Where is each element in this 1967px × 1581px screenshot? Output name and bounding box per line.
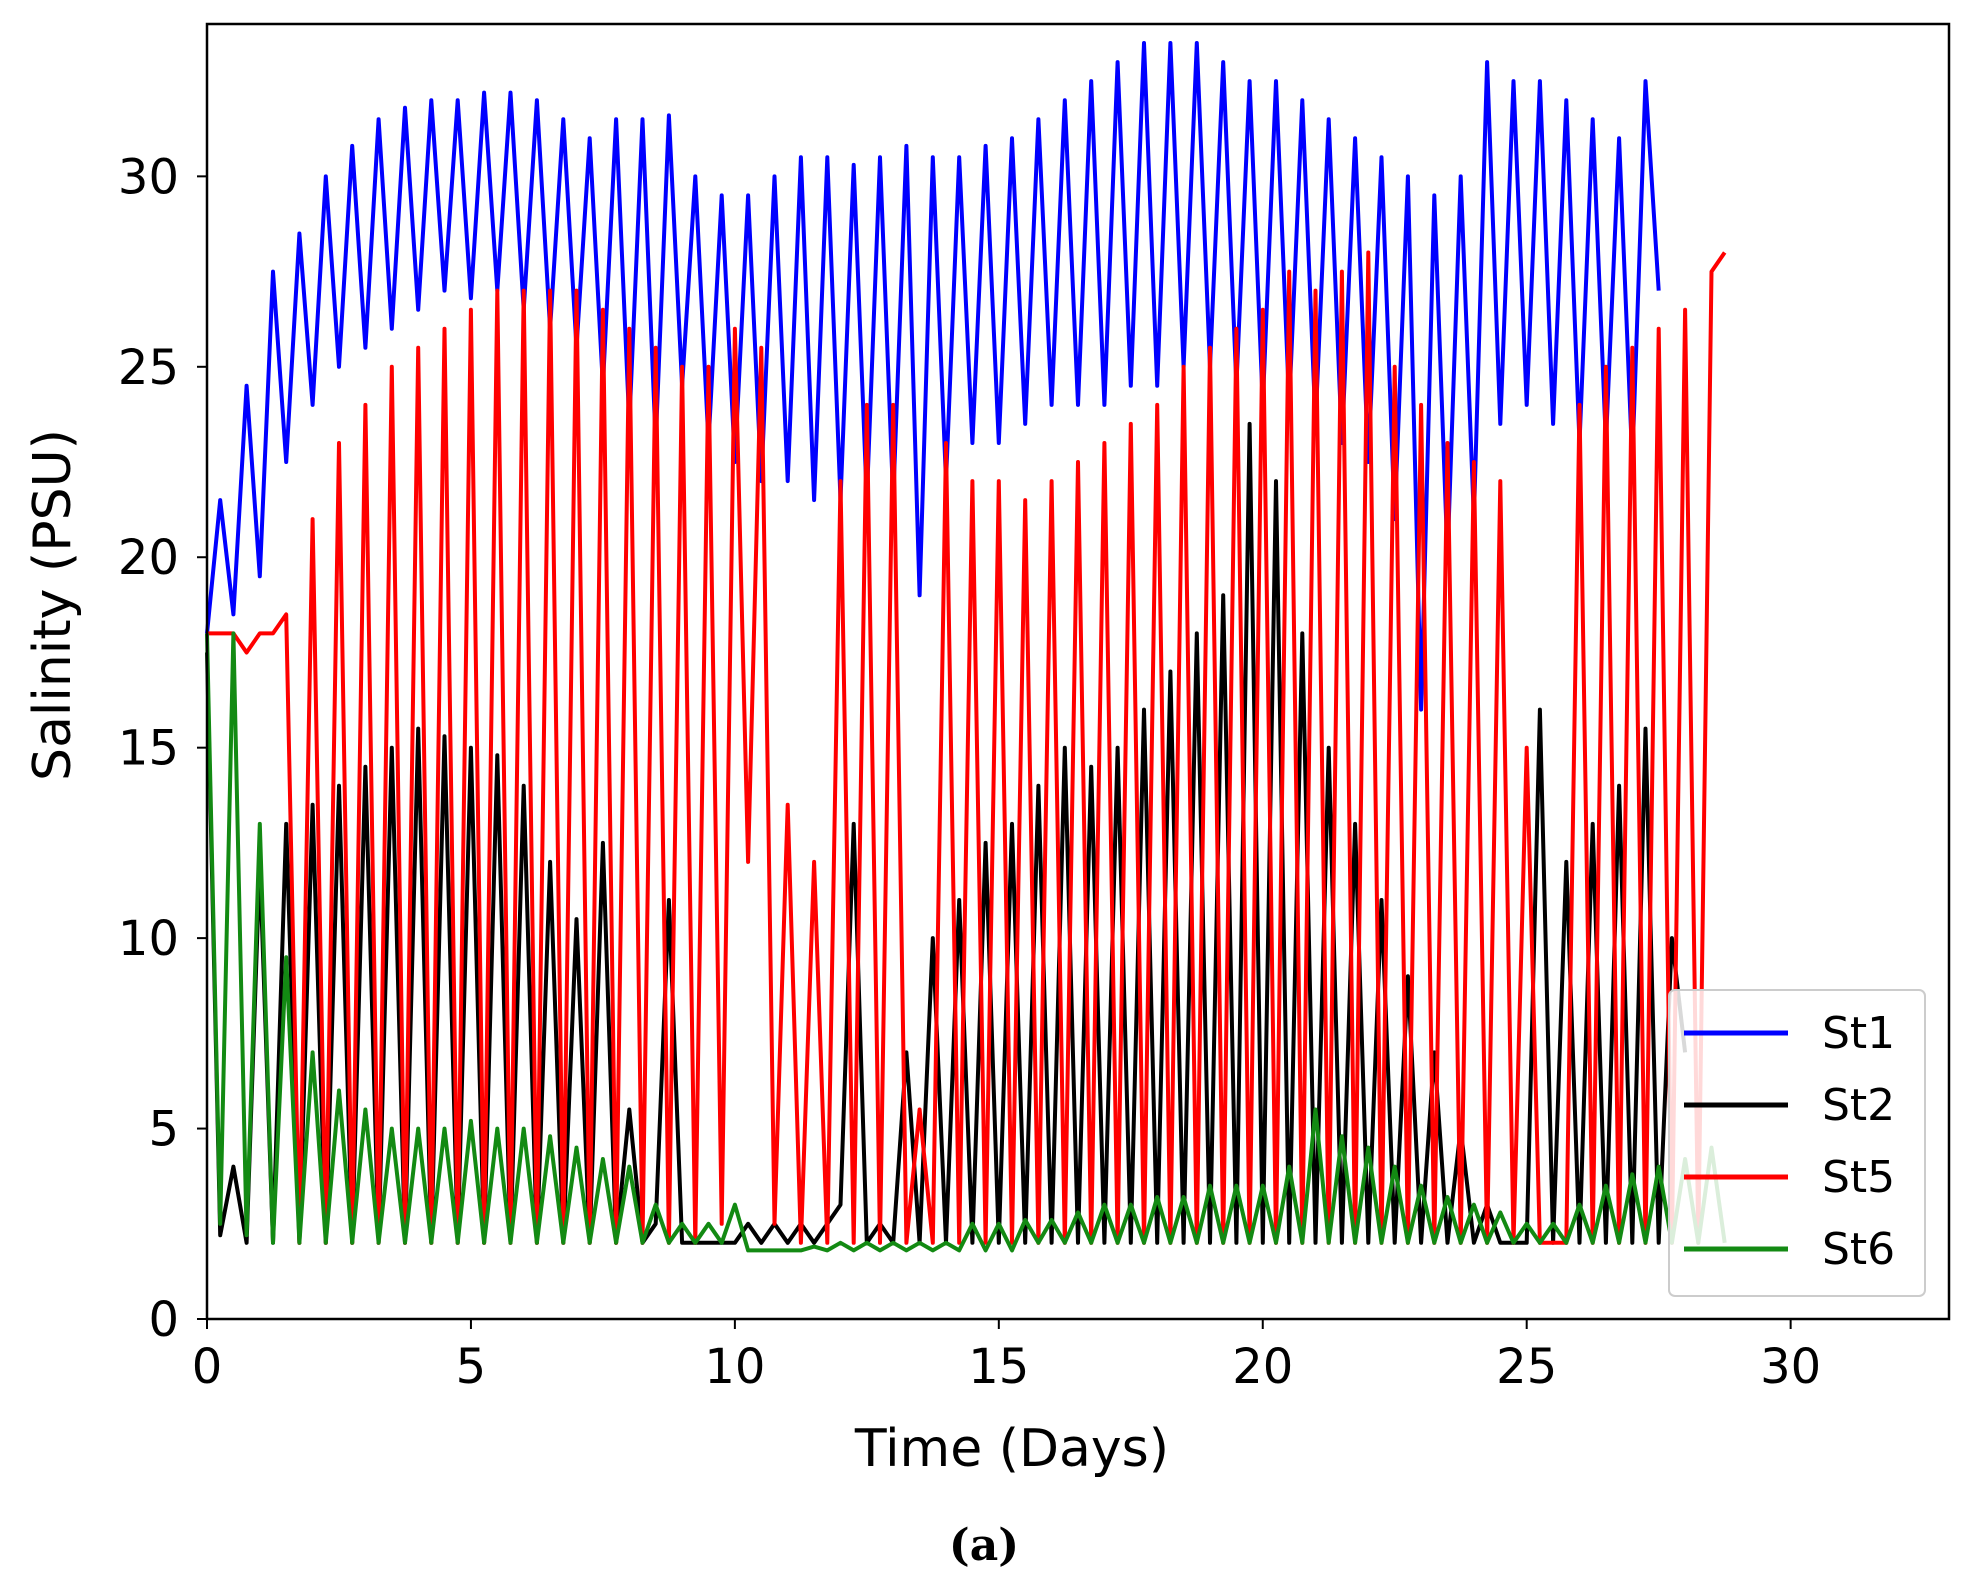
y-tick-label: 20 (118, 530, 179, 586)
y-tick-label: 30 (118, 149, 179, 205)
legend[interactable]: St1 St2 St5 St6 (1668, 989, 1926, 1297)
y-tick-label: 10 (118, 911, 179, 967)
legend-box (1668, 989, 1926, 1297)
series-line-st1 (205, 41, 1661, 712)
legend-label-st2: St2 (1822, 1080, 1895, 1131)
y-tick-label: 15 (118, 721, 179, 777)
x-tick-label: 5 (456, 1339, 487, 1395)
y-tick-label: 25 (118, 340, 179, 396)
x-tick-label: 15 (968, 1339, 1029, 1395)
x-axis-title: Time (Days) (854, 1419, 1169, 1479)
y-axis-title: Salinity (PSU) (23, 429, 83, 781)
x-tick-label: 0 (192, 1339, 223, 1395)
legend-label-st5: St5 (1822, 1152, 1895, 1203)
series-line-st5 (207, 250, 1727, 1245)
series-line-st6 (205, 631, 1727, 1253)
x-tick-label: 10 (704, 1339, 765, 1395)
x-tick-label: 30 (1760, 1339, 1821, 1395)
x-tick-label: 20 (1232, 1339, 1293, 1395)
plot-background (207, 24, 1949, 1319)
series-layer (205, 41, 1727, 1253)
y-tick-label: 5 (148, 1102, 179, 1158)
legend-label-st1: St1 (1822, 1008, 1895, 1059)
y-tick-label: 0 (148, 1292, 179, 1348)
figure-caption: (a) (949, 1520, 1019, 1571)
x-tick-label: 25 (1496, 1339, 1557, 1395)
y-axis: 0 5 10 15 20 25 30 (118, 149, 207, 1348)
x-axis: 0 5 10 15 20 25 30 (192, 1319, 1821, 1395)
plot-frame (205, 22, 1951, 1321)
legend-label-st6: St6 (1822, 1224, 1895, 1275)
